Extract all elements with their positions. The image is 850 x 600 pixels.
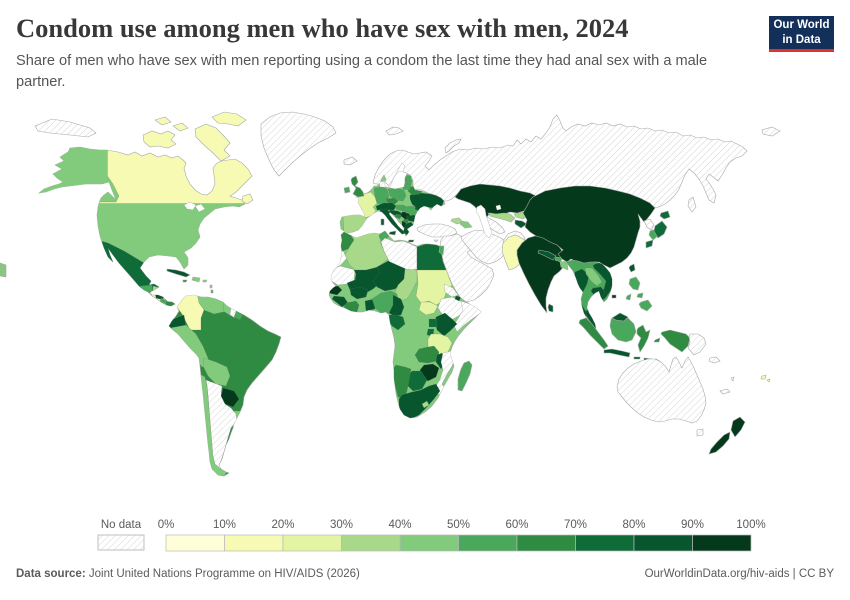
svg-text:0%: 0% — [158, 519, 175, 531]
svg-text:40%: 40% — [388, 519, 411, 531]
svg-text:10%: 10% — [213, 519, 236, 531]
svg-text:50%: 50% — [447, 519, 470, 531]
svg-text:80%: 80% — [622, 519, 645, 531]
svg-text:No data: No data — [101, 519, 142, 531]
svg-text:100%: 100% — [736, 519, 765, 531]
svg-text:70%: 70% — [564, 519, 587, 531]
svg-text:60%: 60% — [505, 519, 528, 531]
svg-text:20%: 20% — [271, 519, 294, 531]
svg-text:30%: 30% — [330, 519, 353, 531]
svg-text:90%: 90% — [681, 519, 704, 531]
